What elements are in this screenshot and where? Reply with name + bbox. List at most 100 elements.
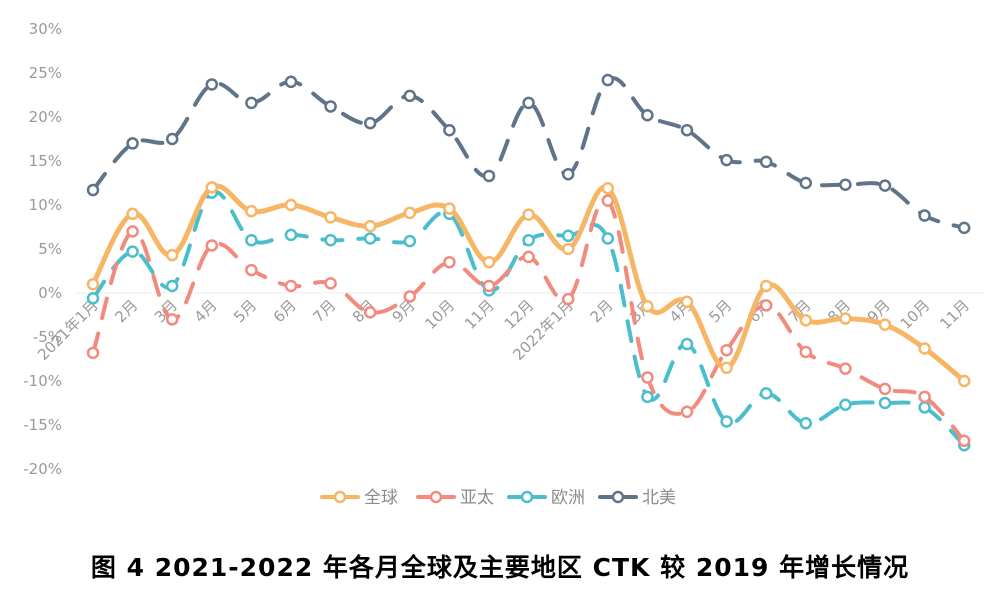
data-point [522,233,535,247]
data-point [86,292,100,305]
data-point [363,116,377,130]
y-tick-label: 30% [29,20,62,38]
data-point [86,346,100,360]
data-point [957,374,971,388]
data-point [957,434,971,448]
y-tick-label: 5% [38,240,62,258]
x-tick-label: 4月 [191,296,221,326]
data-point [680,405,694,419]
data-point [363,232,377,245]
legend-item: 亚太 [416,488,494,508]
data-point [878,179,892,192]
data-point [641,390,654,404]
legend-item: 北美 [598,488,676,508]
y-tick-label: -15% [23,416,62,434]
data-point [720,415,733,428]
data-point [324,233,337,247]
data-point [561,242,575,256]
x-tick-label: 5月 [705,296,735,326]
data-point [918,390,931,404]
data-point [680,295,694,309]
data-point [126,207,139,221]
data-point [720,361,733,375]
data-point [878,396,892,410]
data-point [284,279,298,293]
y-tick-label: -5% [33,328,62,346]
data-point [165,132,179,146]
data-point [759,279,773,293]
data-point [403,234,417,248]
data-point [799,416,813,430]
y-tick-label: 10% [29,196,62,214]
data-point [284,198,298,212]
x-tick-label: 6月 [270,296,300,326]
data-point [680,123,694,137]
data-point [443,123,456,137]
data-point [403,89,417,103]
x-tick-label: 11月 [936,296,973,333]
data-point [759,387,773,400]
data-point [641,108,654,122]
legend-item: 全球 [320,488,398,508]
y-tick-label: -10% [23,372,62,390]
line-chart: 30%25%20%15%10%5%0%-5%-10%-15%-20% 2021年… [23,20,985,508]
x-tick-label: 10月 [897,296,934,333]
series-全球 [86,181,971,388]
data-point [165,248,179,262]
data-point [205,181,219,194]
data-point [522,250,535,264]
data-point [839,362,852,375]
data-point [284,75,298,89]
data-point [918,209,931,222]
data-point [86,183,100,197]
legend-swatch-marker [520,490,534,504]
x-tick-label: 5月 [230,296,260,326]
data-point [284,228,298,242]
data-point [443,255,456,269]
data-point [165,279,179,293]
data-point [561,229,575,243]
data-point [245,263,258,277]
data-point [839,398,852,412]
data-point [245,96,258,110]
x-tick-label: 10月 [421,296,458,333]
data-point [957,221,971,235]
y-tick-label: 20% [29,108,62,126]
data-point [245,233,258,247]
data-point [839,178,852,192]
data-point [680,337,694,351]
legend-swatch-marker [611,490,625,504]
data-point [522,208,535,221]
data-point [363,219,377,233]
legend-label: 北美 [642,488,676,508]
y-tick-label: 15% [29,152,62,170]
data-point [720,153,733,167]
data-point [245,204,258,218]
data-point [363,306,377,319]
data-point [601,232,615,245]
series-亚太 [86,194,971,448]
data-point [918,401,931,414]
y-tick-label: -20% [23,460,62,478]
data-point [720,343,733,357]
y-tick-label: 25% [29,64,62,82]
legend-label: 亚太 [460,488,494,508]
data-point [324,211,337,224]
y-tick-label: 0% [38,284,62,302]
legend-item: 欧洲 [507,488,585,508]
x-tick-label: 2月 [587,296,617,326]
data-point [482,169,496,183]
x-tick-label: 7月 [309,296,339,326]
data-point [126,225,139,238]
data-point [601,73,615,87]
legend-swatch-marker [333,490,347,504]
data-point [86,277,100,291]
chart-title: 图 4 2021-2022 年各月全球及主要地区 CTK 较 2019 年增长情… [90,553,910,582]
data-point [403,206,417,220]
legend-label: 全球 [364,488,398,508]
data-point [126,137,139,150]
data-point [324,100,337,113]
data-point [561,292,575,306]
data-point [799,176,813,190]
